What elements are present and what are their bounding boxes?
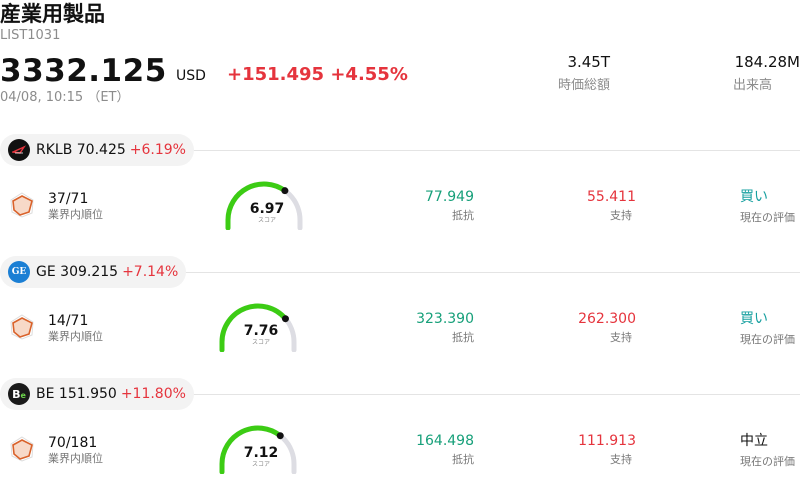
section-divider — [0, 394, 800, 395]
resistance-value: 164.498 — [416, 433, 474, 449]
ge-logo-icon: GE — [8, 261, 30, 283]
support-label: 支持 — [610, 453, 632, 466]
score-gauge — [219, 303, 297, 352]
industry-rank: 37/71 — [48, 191, 89, 207]
industry-rank: 70/181 — [48, 435, 98, 451]
market-cap-label: 時価総額 — [557, 78, 610, 93]
support-value: 55.411 — [587, 189, 636, 205]
radar-chart-icon — [10, 436, 34, 462]
evaluation-label: 現在の評価 — [740, 211, 795, 224]
score-value: 7.12 — [243, 445, 279, 461]
industry-rank-label: 業界内順位 — [48, 452, 103, 465]
score-gauge — [219, 425, 297, 474]
support-label: 支持 — [610, 209, 632, 222]
support-value: 111.913 — [578, 433, 636, 449]
evaluation-value: 買い — [740, 311, 768, 327]
stock-chip-rklb[interactable]: RKLB 70.425 +6.19% — [0, 134, 194, 166]
stock-change: +7.14% — [122, 264, 179, 280]
resistance-label: 抵抗 — [452, 209, 474, 222]
currency: USD — [176, 68, 206, 84]
page-title: 産業用製品 — [0, 2, 105, 26]
volume-label: 出来高 — [732, 78, 772, 93]
market-cap-value: 3.45T — [567, 53, 610, 71]
resistance-label: 抵抗 — [452, 331, 474, 344]
evaluation-label: 現在の評価 — [740, 455, 795, 468]
score-gauge — [225, 181, 303, 230]
stock-symbol-price: BE 151.950 — [36, 386, 117, 402]
section-divider — [0, 272, 800, 273]
volume-value: 184.28M — [734, 53, 800, 71]
score-label: スコア — [257, 217, 276, 224]
timestamp: 04/08, 10:15 （ET） — [0, 90, 130, 105]
evaluation-value: 買い — [740, 189, 768, 205]
stock-symbol-price: GE 309.215 — [36, 264, 119, 280]
evaluation-label: 現在の評価 — [740, 333, 795, 346]
index-change: +151.495 +4.55% — [227, 64, 408, 85]
stock-change: +6.19% — [129, 142, 186, 158]
resistance-label: 抵抗 — [452, 453, 474, 466]
score-label: スコア — [251, 339, 270, 346]
resistance-value: 77.949 — [425, 189, 474, 205]
score-value: 6.97 — [249, 201, 285, 217]
radar-chart-icon — [10, 192, 34, 218]
score-label: スコア — [251, 461, 270, 468]
stock-symbol-price: RKLB 70.425 — [36, 142, 126, 158]
resistance-value: 323.390 — [416, 311, 474, 327]
stock-chip-ge[interactable]: GE GE 309.215 +7.14% — [0, 256, 187, 288]
index-code: LIST1031 — [0, 28, 61, 43]
radar-chart-icon — [10, 314, 34, 340]
support-value: 262.300 — [578, 311, 636, 327]
rocket-lab-logo-icon — [8, 139, 30, 161]
score-value: 7.76 — [243, 323, 279, 339]
index-price: 3332.125 — [0, 53, 167, 89]
industry-rank: 14/71 — [48, 313, 89, 329]
stock-change: +11.80% — [120, 386, 186, 402]
evaluation-value: 中立 — [740, 433, 768, 449]
support-label: 支持 — [610, 331, 632, 344]
industry-rank-label: 業界内順位 — [48, 330, 103, 343]
section-divider — [0, 150, 800, 151]
industry-rank-label: 業界内順位 — [48, 208, 103, 221]
